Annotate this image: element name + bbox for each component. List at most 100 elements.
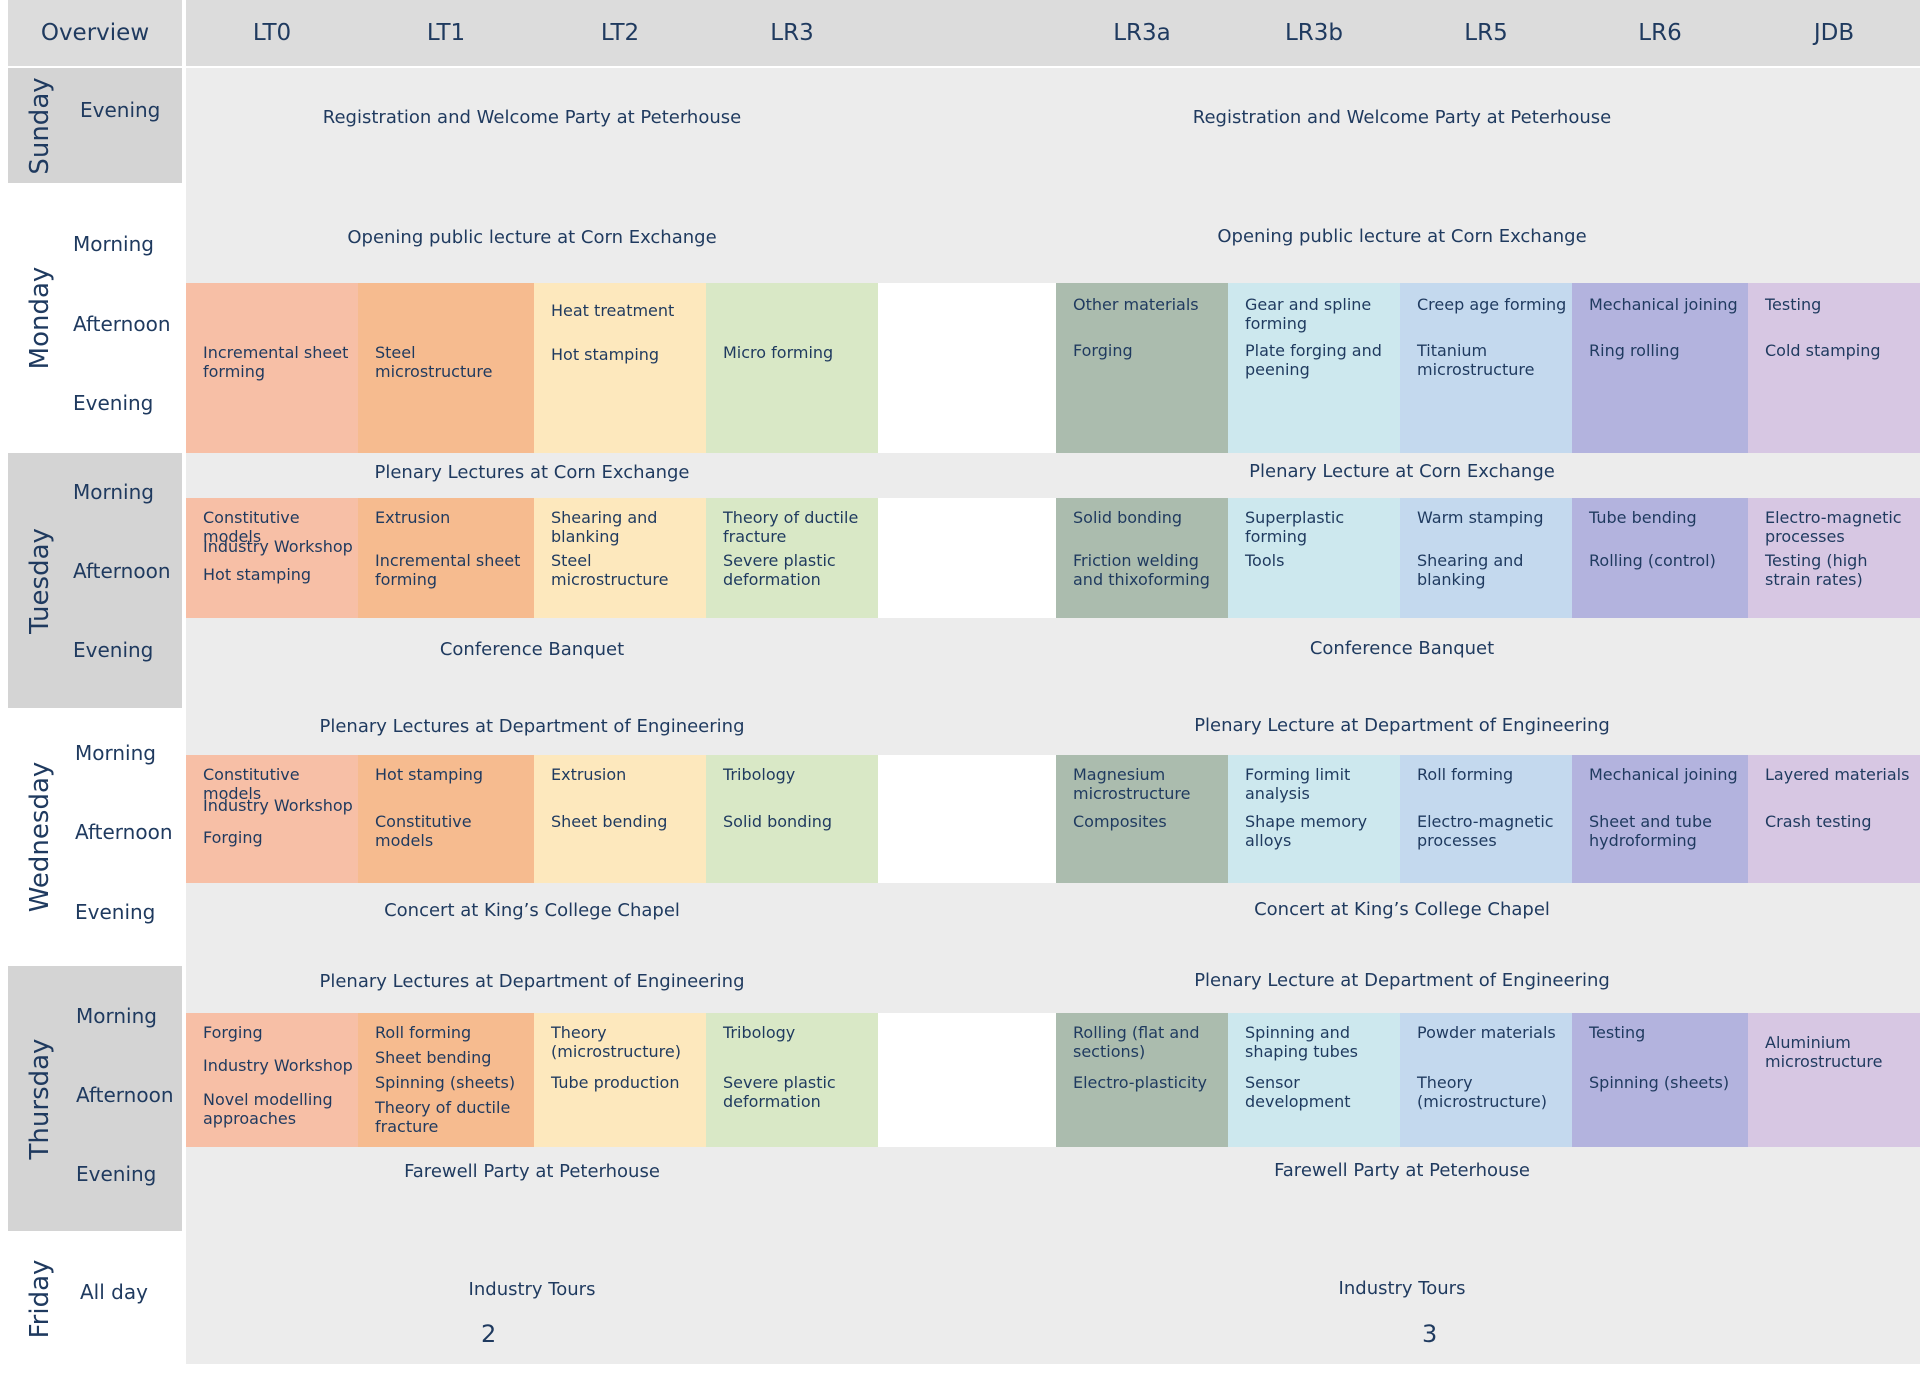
session-item: Hot stamping: [203, 565, 312, 585]
session-item: Ring rolling: [1589, 341, 1680, 360]
band-thursday-plenary-right: Plenary Lecture at Department of Enginee…: [1194, 970, 1610, 991]
band-wednesday-plenary-right: Plenary Lecture at Department of Enginee…: [1194, 715, 1610, 736]
session-cell-thursday-lr3b: Spinning and shaping tubes Sensor develop…: [1228, 1013, 1400, 1147]
band-monday-opening-right: Opening public lecture at Corn Exchange: [1217, 226, 1587, 247]
day-tuesday: Tuesday: [8, 453, 182, 708]
session-item: Hot stamping: [551, 345, 660, 364]
session-item: Steel microstructure: [551, 551, 669, 589]
session-item: Solid bonding: [1073, 508, 1183, 527]
session-item: Spinning and shaping tubes: [1245, 1023, 1359, 1061]
session-cell-tuesday-lr5: Warm stamping Shearing and blanking: [1400, 498, 1572, 618]
session-item: Constitutive models: [203, 765, 300, 803]
day-label-wednesday: Wednesday: [25, 761, 55, 913]
session-item: Superplastic forming: [1245, 508, 1345, 546]
room-header-lr3: LR3: [770, 20, 814, 46]
session-item: Cold stamping: [1765, 341, 1881, 360]
slot-tuesday-afternoon: Afternoon: [73, 559, 171, 583]
band-thursday-farewell-left: Farewell Party at Peterhouse: [404, 1161, 660, 1182]
session-item: Rolling (flat and sections): [1073, 1023, 1200, 1061]
session-cell-thursday-: [878, 1013, 1056, 1147]
session-item: Gear and spline forming: [1245, 295, 1372, 333]
band-friday-tours-left: Industry Tours: [468, 1279, 596, 1300]
session-cell-tuesday-: [878, 498, 1056, 618]
session-cell-thursday-lr3: Tribology Severe plastic deformation: [706, 1013, 878, 1147]
day-label-tuesday: Tuesday: [25, 527, 55, 634]
room-header-lt1: LT1: [426, 20, 466, 46]
session-item: Shape memory alloys: [1245, 812, 1368, 850]
session-cell-wednesday-: [878, 755, 1056, 883]
session-cell-wednesday-lr3a: Magnesium microstructure Composites: [1056, 755, 1228, 883]
session-cell-tuesday-lt1: Extrusion Incremental sheet forming: [358, 498, 534, 618]
session-cell-tuesday-jdb: Electro-magnetic processes Testing (high …: [1748, 498, 1920, 618]
session-item: Titanium microstructure: [1417, 341, 1535, 379]
slot-monday-evening: Evening: [73, 391, 154, 415]
session-cell-tuesday-lr3a: Solid bonding Friction welding and thixof…: [1056, 498, 1228, 618]
room-header-lr3b: LR3b: [1284, 20, 1344, 46]
session-cell-monday-: [878, 283, 1056, 453]
room-header-lr3a: LR3a: [1113, 20, 1171, 46]
session-item: Severe plastic deformation: [723, 1073, 836, 1111]
day-wednesday: Wednesday: [8, 710, 182, 964]
session-cell-wednesday-lr6: Mechanical joining Sheet and tube hydrofo…: [1572, 755, 1748, 883]
session-item: Industry Workshop: [203, 536, 353, 556]
day-monday: Monday: [8, 185, 182, 451]
session-item: Testing (high strain rates): [1765, 551, 1868, 589]
room-header-lr5: LR5: [1464, 20, 1508, 46]
session-cell-thursday-lt0: Forging Industry Workshop Novel modelling …: [186, 1013, 358, 1147]
session-item: Powder materials: [1417, 1023, 1556, 1042]
room-header-lt2: LT2: [600, 20, 640, 46]
session-item: Tribology: [723, 765, 796, 784]
session-item: Heat treatment: [551, 301, 675, 320]
room-header-lr6: LR6: [1638, 20, 1682, 46]
session-item: Other materials: [1073, 295, 1199, 314]
session-cell-wednesday-lr3b: Forming limit analysis Shape memory alloy…: [1228, 755, 1400, 883]
slot-thursday-evening: Evening: [76, 1162, 157, 1186]
slot-wednesday-afternoon: Afternoon: [75, 820, 173, 844]
session-item: Composites: [1073, 812, 1167, 831]
session-item: Forging: [203, 827, 263, 847]
band-tuesday-plenary-right: Plenary Lecture at Corn Exchange: [1249, 461, 1555, 482]
session-item: Testing: [1589, 1023, 1646, 1042]
band-friday-tours-right: Industry Tours: [1338, 1278, 1466, 1299]
slot-thursday-afternoon: Afternoon: [76, 1083, 174, 1107]
band-wednesday-plenary-left: Plenary Lectures at Department of Engine…: [319, 716, 745, 737]
session-item: Micro forming: [723, 343, 834, 362]
session-item: Plate forging and peening: [1245, 341, 1382, 379]
session-item: Constitutive models: [203, 508, 300, 546]
session-cell-wednesday-lt2: Extrusion Sheet bending: [534, 755, 706, 883]
slot-tuesday-morning: Morning: [73, 480, 154, 504]
room-header-lt0: LT0: [252, 20, 292, 46]
session-cell-monday-lr3a: Other materials Forging: [1056, 283, 1228, 453]
session-cell-tuesday-lr3: Theory of ductile fracture Severe plastic…: [706, 498, 878, 618]
session-item: Extrusion: [375, 508, 451, 527]
session-item: Industry Workshop: [203, 1056, 353, 1076]
session-item: Shearing and blanking: [1417, 551, 1524, 589]
session-cell-monday-lr3b: Gear and spline forming Plate forging and…: [1228, 283, 1400, 453]
page-number-right: 3: [1422, 1320, 1438, 1348]
band-sunday-left: Registration and Welcome Party at Peterh…: [322, 107, 742, 128]
session-cell-wednesday-lt0: Constitutive models Industry Workshop Forg…: [186, 755, 358, 883]
session-cell-wednesday-lr3: Tribology Solid bonding: [706, 755, 878, 883]
session-cell-wednesday-lt1: Hot stamping Constitutive models: [358, 755, 534, 883]
band-tuesday-banquet-right: Conference Banquet: [1309, 638, 1495, 659]
band-sunday-right: Registration and Welcome Party at Peterh…: [1192, 107, 1612, 128]
session-item: Severe plastic deformation: [723, 551, 836, 589]
session-cell-monday-jdb: Testing Cold stamping: [1748, 283, 1920, 453]
session-cell-thursday-jdb: Aluminium microstructure: [1748, 1013, 1920, 1147]
session-cell-thursday-lr3a: Rolling (flat and sections) Electro-plast…: [1056, 1013, 1228, 1147]
session-item: Shearing and blanking: [551, 508, 658, 546]
slot-monday-afternoon: Afternoon: [73, 312, 171, 336]
session-item: Theory of ductile fracture: [375, 1098, 511, 1136]
session-item: Sheet bending: [375, 1048, 492, 1067]
session-item: Warm stamping: [1417, 508, 1544, 527]
session-cell-monday-lr6: Mechanical joining Ring rolling: [1572, 283, 1748, 453]
session-item: Novel modelling approaches: [203, 1089, 333, 1128]
session-item: Tribology: [723, 1023, 796, 1042]
overview-header: Overview: [8, 0, 182, 66]
day-sunday: Sunday: [8, 68, 182, 183]
slot-sunday-evening: Evening: [80, 98, 161, 122]
session-item: Friction welding and thixoforming: [1073, 551, 1210, 589]
band-thursday-farewell-right: Farewell Party at Peterhouse: [1274, 1160, 1530, 1181]
day-label-friday: Friday: [25, 1259, 55, 1338]
session-cell-wednesday-jdb: Layered materials Crash testing: [1748, 755, 1920, 883]
